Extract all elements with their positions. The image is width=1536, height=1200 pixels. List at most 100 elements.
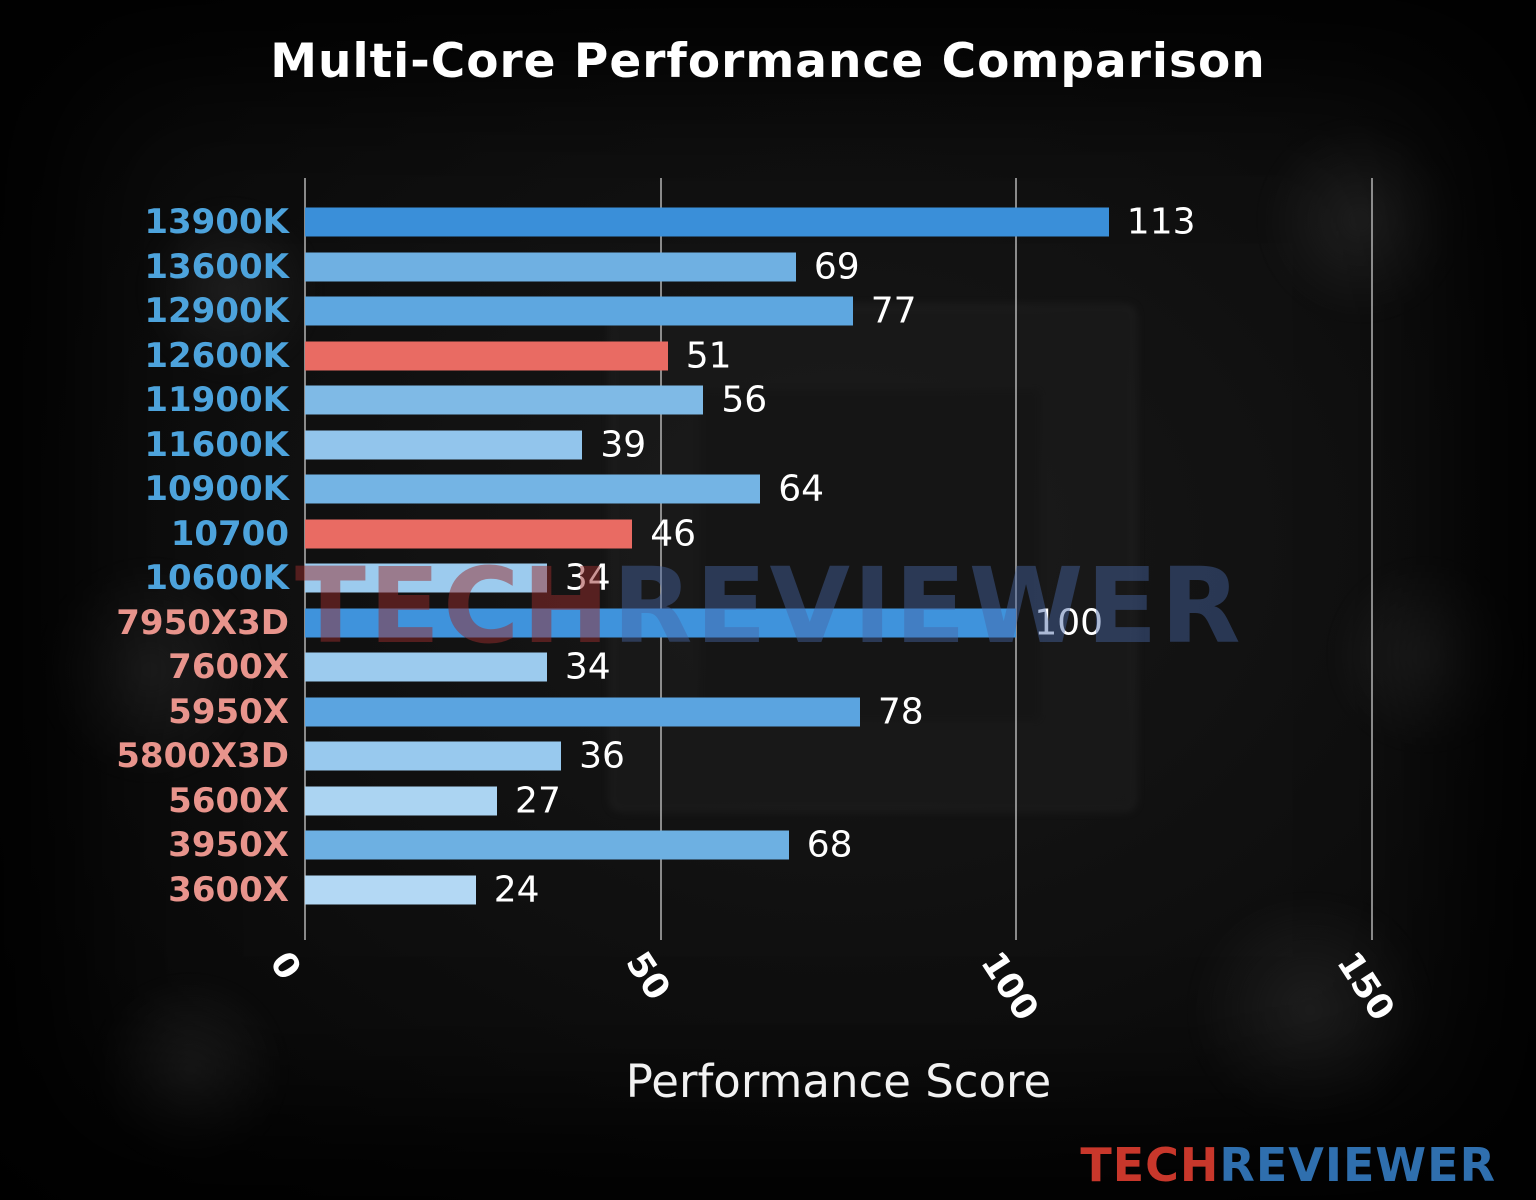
category-label: 5950X (168, 691, 289, 732)
bar-row: 13600K 69 (0, 245, 1372, 290)
value-label: 34 (564, 646, 611, 688)
value-label: 46 (650, 513, 697, 555)
bar-13600K (305, 252, 796, 282)
category-label: 11900K (144, 380, 289, 421)
bar-track: 100 (305, 601, 1372, 646)
bar-track: 34 (305, 645, 1372, 690)
background-decoration (1260, 120, 1460, 320)
category-label: 7950X3D (116, 602, 289, 643)
bar-rows: 13900K 113 13600K 69 12900K 77 12600K 51 11900K 5… (0, 200, 1372, 912)
bar-row: 10900K 64 (0, 467, 1372, 512)
bar-5600X (305, 786, 498, 816)
bar-7600X (305, 652, 547, 682)
value-label: 77 (870, 290, 917, 332)
bar-11600K (305, 430, 583, 460)
bar-track: 27 (305, 779, 1372, 824)
bar-track: 34 (305, 556, 1372, 601)
bar-row: 5950X 78 (0, 690, 1372, 735)
category-label: 5800X3D (116, 736, 289, 777)
background-decoration (1330, 560, 1520, 750)
background-decoration (1180, 900, 1440, 1120)
bar-row: 11600K 39 (0, 423, 1372, 468)
bar-track: 56 (305, 378, 1372, 423)
background-decoration (40, 560, 260, 780)
bar-row: 10700 46 (0, 512, 1372, 557)
value-label: 51 (685, 335, 732, 377)
bar-row: 13900K 113 (0, 200, 1372, 245)
bar-row: 5800X3D 36 (0, 734, 1372, 779)
category-label: 10900K (144, 469, 289, 510)
bar-12900K (305, 296, 853, 326)
bar-track: 24 (305, 868, 1372, 913)
value-label: 100 (1034, 602, 1104, 644)
value-label: 78 (877, 691, 924, 733)
value-label: 24 (493, 869, 540, 911)
category-label: 12600K (144, 335, 289, 376)
value-label: 64 (778, 468, 825, 510)
category-label: 13600K (144, 246, 289, 287)
category-label: 10700 (170, 513, 289, 554)
category-label: 3950X (168, 825, 289, 866)
plot-area: 13900K 113 13600K 69 12900K 77 12600K 51 11900K 5… (116, 178, 1373, 940)
category-label: 10600K (144, 558, 289, 599)
brand-logo: TECHREVIEWER (1080, 1138, 1496, 1192)
bar-row: 11900K 56 (0, 378, 1372, 423)
value-label: 27 (515, 780, 561, 822)
background-decoration (90, 980, 290, 1160)
x-axis-label: Performance Score (625, 1055, 1052, 1108)
bar-10600K (305, 563, 547, 593)
bar-track: 64 (305, 467, 1372, 512)
bar-track: 68 (305, 823, 1372, 868)
bar-row: 10600K 34 (0, 556, 1372, 601)
value-label: 113 (1126, 201, 1196, 243)
bar-10900K (305, 474, 761, 504)
bar-12600K (305, 341, 668, 371)
chart-title: Multi-Core Performance Comparison (270, 34, 1266, 89)
category-label: 11600K (144, 424, 289, 465)
category-label: 5600X (168, 780, 289, 821)
bar-row: 7950X3D 100 (0, 601, 1372, 646)
bar-track: 77 (305, 289, 1372, 334)
gridline-100 (1015, 178, 1018, 940)
gridline-50 (659, 178, 662, 940)
brand-logo-tech: TECH (1080, 1138, 1220, 1192)
category-label: 13900K (144, 202, 289, 243)
bar-11900K (305, 385, 704, 415)
bar-row: 12900K 77 (0, 289, 1372, 334)
bar-3950X (305, 830, 789, 860)
bar-track: 51 (305, 334, 1372, 379)
bar-track: 113 (305, 200, 1372, 245)
bar-7950X3D (305, 608, 1017, 638)
background-cpu-die (700, 390, 1040, 720)
bar-row: 3600X 24 (0, 868, 1372, 913)
bar-track: 39 (305, 423, 1372, 468)
value-label: 36 (579, 735, 625, 777)
value-label: 56 (721, 379, 768, 421)
bar-5950X (305, 697, 860, 727)
gridline-150 (1371, 178, 1373, 940)
gridline-0 (304, 178, 306, 940)
bar-row: 5600X 27 (0, 779, 1372, 824)
bar-row: 3950X 68 (0, 823, 1372, 868)
bar-track: 36 (305, 734, 1372, 779)
value-label: 34 (564, 557, 611, 599)
bar-5800X3D (305, 741, 562, 771)
brand-logo-reviewer: REVIEWER (1219, 1138, 1496, 1192)
value-label: 69 (813, 246, 860, 288)
bar-row: 7600X 34 (0, 645, 1372, 690)
category-label: 7600X (168, 647, 289, 688)
bar-track: 46 (305, 512, 1372, 557)
bar-track: 78 (305, 690, 1372, 735)
bar-track: 69 (305, 245, 1372, 290)
category-label: 12900K (144, 291, 289, 332)
bar-3600X (305, 875, 476, 905)
bar-13900K (305, 207, 1109, 237)
bar-10700 (305, 519, 633, 549)
value-label: 68 (806, 824, 853, 866)
value-label: 39 (600, 424, 647, 466)
bar-row: 12600K 51 (0, 334, 1372, 379)
background-decoration (140, 200, 320, 380)
category-label: 3600X (168, 869, 289, 910)
